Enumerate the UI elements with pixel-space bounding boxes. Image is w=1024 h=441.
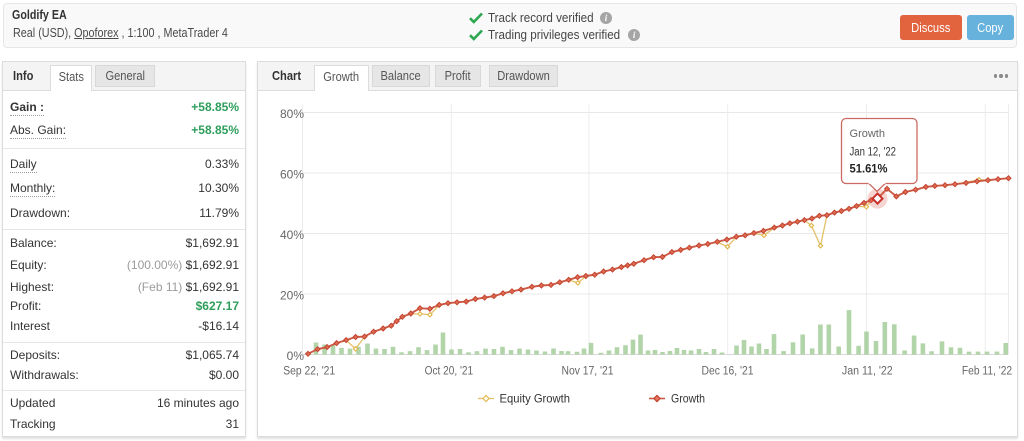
svg-text:80%: 80% (280, 107, 304, 121)
svg-text:20%: 20% (280, 289, 304, 303)
svg-text:Dec 16, '21: Dec 16, '21 (702, 366, 754, 378)
svg-text:Jan 11, '22: Jan 11, '22 (842, 366, 893, 378)
svg-text:0%: 0% (287, 349, 305, 363)
svg-text:Growth: Growth (671, 392, 705, 406)
svg-text:51.61%: 51.61% (850, 162, 888, 176)
svg-text:60%: 60% (280, 168, 304, 182)
svg-text:Sep 22, '21: Sep 22, '21 (283, 366, 335, 378)
svg-text:Feb 11, '22: Feb 11, '22 (962, 366, 1012, 378)
svg-text:Growth: Growth (850, 128, 886, 140)
svg-text:40%: 40% (280, 228, 304, 242)
svg-text:Equity Growth: Equity Growth (500, 392, 571, 406)
svg-text:Nov 17, '21: Nov 17, '21 (562, 366, 614, 378)
svg-text:Oct 20, '21: Oct 20, '21 (425, 366, 474, 378)
svg-text:Jan 12, '22: Jan 12, '22 (850, 147, 897, 159)
